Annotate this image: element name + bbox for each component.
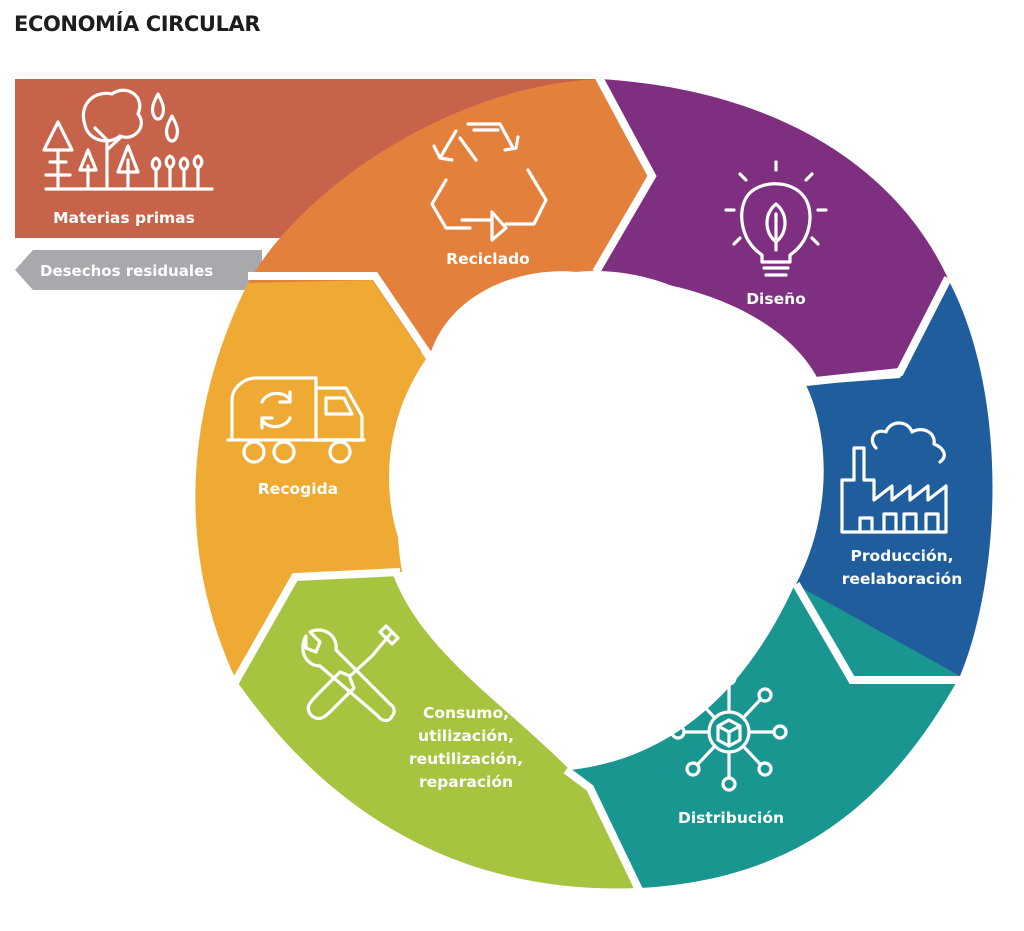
distribucion-label: Distribución: [678, 809, 784, 827]
segment-diseno: [598, 79, 950, 383]
segment-recogida: [195, 280, 430, 680]
produccion-label-line1: Producción,: [850, 547, 953, 565]
desechos-residuales-label: Desechos residuales: [40, 262, 213, 280]
diseno-label: Diseño: [746, 290, 806, 308]
ring-center: [389, 271, 801, 683]
produccion-label-line2: reelaboración: [842, 570, 962, 588]
diagram-title: ECONOMÍA CIRCULAR: [14, 12, 261, 36]
consumo-label-line2: utilización,: [418, 727, 514, 745]
segment-produccion: [796, 283, 993, 676]
factory-icon: [840, 421, 948, 534]
consumo-label-line4: reparación: [419, 773, 513, 791]
truck-icon: [226, 376, 366, 464]
tools-icon: [301, 624, 400, 723]
materias-primas-label: Materias primas: [53, 209, 195, 227]
consumo-label-line3: reutilización,: [409, 750, 523, 768]
lightbulb-leaf-icon: [724, 160, 828, 277]
reciclado-label: Reciclado: [446, 250, 530, 268]
network-box-icon: [670, 670, 788, 792]
recogida-label: Recogida: [258, 480, 338, 498]
desechos-residuales-arrow: [15, 250, 262, 290]
recycle-icon: [430, 122, 548, 242]
segment-distribucion: [570, 584, 960, 888]
forest-icon: [42, 88, 214, 191]
consumo-label-line1: Consumo,: [423, 704, 509, 722]
